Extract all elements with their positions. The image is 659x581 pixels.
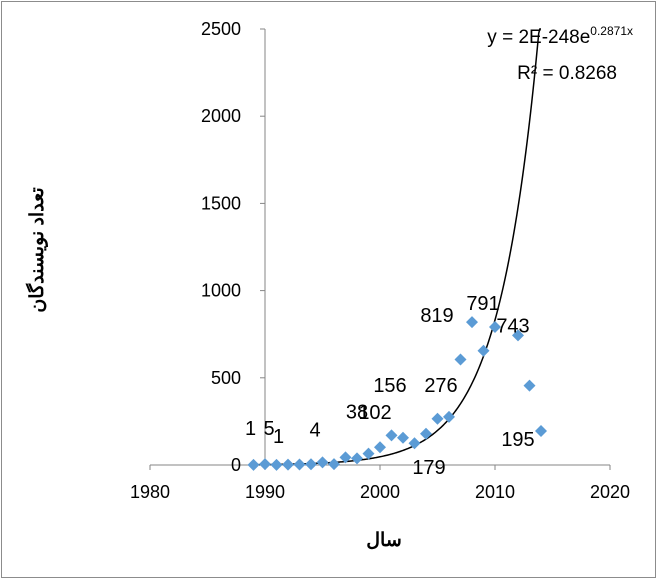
data-point: [477, 344, 490, 357]
y-tick-label: 1500: [201, 193, 241, 213]
equation-exponent: 0.2871x: [590, 24, 633, 38]
data-label: 276: [424, 375, 457, 397]
y-tick-label: 0: [231, 455, 241, 475]
data-point: [408, 437, 421, 450]
data-label: 102: [358, 402, 391, 424]
data-point: [270, 458, 283, 471]
data-label: 819: [420, 305, 453, 327]
r-squared-label: R² = 0.8268: [517, 63, 617, 84]
equation-base: y = 2E-248e: [487, 27, 590, 48]
data-point: [339, 451, 352, 464]
x-axis-title: سال: [366, 530, 402, 551]
x-tick-label: 1990: [245, 482, 285, 502]
x-tick-label: 1980: [130, 482, 170, 502]
y-axis-title: تعداد نویسندگان: [25, 187, 48, 312]
y-tick-label: 2000: [201, 106, 241, 126]
data-label: 5: [263, 418, 274, 440]
data-point: [282, 458, 294, 471]
data-label: 156: [373, 375, 406, 397]
data-point: [466, 316, 478, 329]
data-label: 743: [496, 315, 529, 337]
data-label: 791: [466, 293, 499, 315]
data-point: [293, 458, 306, 471]
data-point: [431, 412, 444, 425]
trendline-group: [253, 28, 541, 466]
data-point: [420, 427, 432, 440]
data-label: 179: [412, 457, 445, 479]
x-tick-label: 2010: [475, 482, 515, 502]
data-label: 195: [501, 429, 534, 451]
data-point: [397, 431, 409, 444]
data-point: [259, 458, 271, 471]
axes: 0 500 1000 1500 2000 2500 1980 1990 2000 2010 2020: [130, 19, 630, 502]
y-tick-label: 1000: [201, 281, 241, 301]
data-point: [512, 329, 524, 342]
data-label: 4: [309, 419, 320, 441]
data-point: [489, 321, 501, 334]
data-point: [351, 452, 363, 465]
data-label: 1: [273, 426, 284, 448]
x-tick-label: 2000: [360, 482, 400, 502]
data-point: [523, 379, 536, 392]
trendline: [253, 28, 541, 466]
data-point: [362, 447, 375, 460]
trendline-equation: y = 2E-248e0.2871x: [487, 24, 633, 48]
y-tick-label: 500: [211, 368, 241, 388]
y-tick-label: 2500: [201, 19, 241, 39]
data-label: 1: [245, 418, 256, 440]
data-point: [247, 458, 260, 471]
data-label: 38: [346, 401, 368, 423]
x-tick-label: 2020: [590, 482, 630, 502]
data-point: [374, 441, 386, 454]
data-points: [247, 316, 547, 471]
data-point: [328, 458, 340, 471]
data-point: [316, 456, 329, 469]
data-point: [385, 429, 398, 442]
data-point: [535, 424, 547, 437]
data-point: [454, 353, 467, 366]
data-point: [443, 410, 455, 423]
data-point: [305, 458, 317, 471]
